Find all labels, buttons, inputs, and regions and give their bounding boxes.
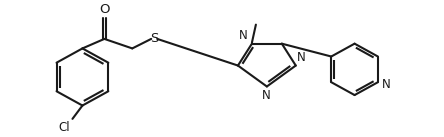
Text: S: S [150,32,159,45]
Text: O: O [99,3,110,16]
Text: N: N [262,89,270,102]
Text: Cl: Cl [59,121,71,134]
Text: N: N [382,78,391,91]
Text: N: N [297,51,305,64]
Text: N: N [239,29,248,42]
